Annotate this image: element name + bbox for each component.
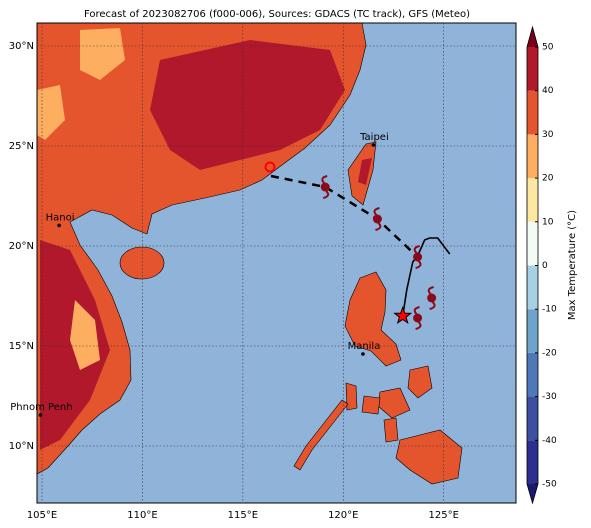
storm-symbol <box>372 207 382 231</box>
storm-symbol <box>413 245 423 269</box>
colorbar-tick-label: 30 <box>542 130 554 140</box>
cool-area <box>80 28 125 80</box>
storm-core <box>372 214 382 224</box>
city-dot <box>38 413 43 417</box>
land <box>37 23 463 485</box>
mindoro <box>345 382 358 411</box>
colorbar-label: Max Temperature (°C) <box>567 210 578 320</box>
city-dot <box>371 143 376 147</box>
samar <box>407 365 433 399</box>
storm-symbol <box>320 175 330 199</box>
map-title: Forecast of 2023082706 (f000-006), Sourc… <box>84 9 470 20</box>
storm-arm <box>413 306 422 330</box>
panay <box>361 395 381 415</box>
x-tick-label: 115°E <box>228 510 258 521</box>
y-tick-label: 25°N <box>9 141 34 152</box>
colorbar-band <box>527 90 538 135</box>
x-tick-label: 105°E <box>27 510 57 521</box>
colorbar-tick-label: -10 <box>542 305 557 315</box>
cool-area <box>70 300 100 370</box>
y-tick-label: 15°N <box>9 341 34 352</box>
colorbar-band <box>527 309 538 353</box>
colorbar-tick-label: 0 <box>542 261 548 271</box>
storm-arm <box>413 245 422 269</box>
current-position <box>393 306 413 325</box>
colorbar-tick-label: 50 <box>542 43 554 53</box>
city-label: Hanoi <box>46 212 75 223</box>
y-tick-label: 30°N <box>9 41 34 52</box>
storm-arm <box>373 207 382 231</box>
colorbar-band <box>527 47 538 91</box>
map-frame <box>36 22 517 504</box>
colorbar-band <box>527 265 538 310</box>
storm-core <box>427 293 437 303</box>
city-label: Taipei <box>359 132 389 143</box>
y-tick-label: 10°N <box>9 441 34 452</box>
colorbar-tick-label: -20 <box>542 348 557 358</box>
storm-core <box>413 252 423 262</box>
hot-area <box>358 158 372 185</box>
storm-symbol <box>413 306 423 330</box>
colorbar-band <box>527 396 538 441</box>
colorbar-tick-label: 10 <box>542 217 554 227</box>
colorbar-under <box>527 484 538 503</box>
colorbar-band <box>527 352 538 397</box>
colorbar-band <box>527 178 538 222</box>
city-dot <box>57 223 61 228</box>
colorbar-band <box>527 440 538 484</box>
observed-track <box>401 237 451 317</box>
first-position <box>264 161 276 173</box>
colorbar-tick-label: -50 <box>542 480 557 490</box>
colorbar-band <box>527 134 538 179</box>
palawan <box>293 399 349 471</box>
storm-arm <box>321 175 330 199</box>
hainan <box>119 246 165 280</box>
storm-symbol <box>427 286 437 310</box>
colorbar-tick-label: -40 <box>542 436 557 446</box>
forecast-track <box>270 174 419 258</box>
city-dot <box>361 352 365 356</box>
city-label: Phnom Penh <box>10 402 72 413</box>
hot-area <box>150 40 345 170</box>
y-tick-label: 20°N <box>9 241 34 252</box>
colorbar-band <box>527 221 538 266</box>
storm-core <box>320 182 330 192</box>
storm-core <box>413 313 423 323</box>
x-tick-label: 120°E <box>328 510 358 521</box>
city-label: Manila <box>348 341 381 352</box>
colorbar-tick-label: -30 <box>542 392 557 402</box>
cool-area <box>37 85 65 140</box>
colorbar-tick-label: 20 <box>542 174 554 184</box>
colorbar-over <box>527 27 538 47</box>
colorbar-tick-label: 40 <box>542 86 554 96</box>
x-tick-label: 125°E <box>428 510 458 521</box>
negros <box>383 417 399 443</box>
x-tick-label: 110°E <box>127 510 157 521</box>
luzon <box>344 271 402 367</box>
storm-arm <box>427 286 436 310</box>
